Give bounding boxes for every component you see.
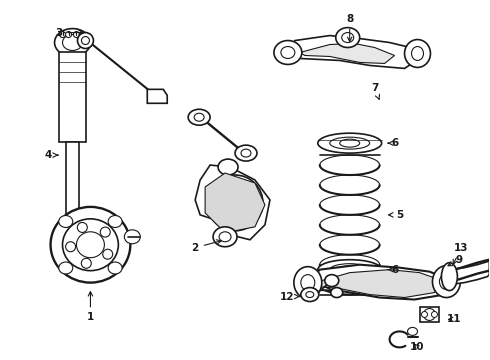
Ellipse shape: [79, 32, 85, 37]
Text: 7: 7: [371, 84, 379, 99]
Ellipse shape: [301, 288, 319, 302]
Text: 8: 8: [346, 14, 353, 41]
Ellipse shape: [81, 37, 90, 45]
Bar: [419, 306, 440, 323]
Ellipse shape: [432, 311, 438, 318]
Bar: [66, 142, 79, 227]
Ellipse shape: [213, 227, 237, 247]
Ellipse shape: [318, 260, 382, 280]
Ellipse shape: [408, 328, 417, 336]
Ellipse shape: [63, 35, 82, 50]
Ellipse shape: [405, 40, 431, 67]
Polygon shape: [205, 173, 265, 233]
Ellipse shape: [330, 264, 369, 276]
Text: 3: 3: [55, 28, 83, 37]
Ellipse shape: [108, 262, 122, 274]
Ellipse shape: [412, 46, 423, 60]
Ellipse shape: [274, 41, 302, 64]
Ellipse shape: [65, 231, 80, 243]
Ellipse shape: [219, 232, 231, 242]
Ellipse shape: [440, 274, 453, 289]
Polygon shape: [300, 44, 394, 63]
Ellipse shape: [207, 175, 263, 231]
Ellipse shape: [124, 230, 140, 244]
Ellipse shape: [59, 216, 73, 228]
Ellipse shape: [76, 232, 104, 258]
Ellipse shape: [423, 309, 436, 320]
Ellipse shape: [66, 32, 72, 37]
Ellipse shape: [54, 28, 91, 57]
Ellipse shape: [306, 292, 314, 298]
Ellipse shape: [218, 159, 238, 175]
Ellipse shape: [331, 288, 343, 298]
Ellipse shape: [294, 267, 322, 298]
Ellipse shape: [100, 227, 110, 237]
Text: 2: 2: [192, 240, 221, 253]
Text: 6: 6: [388, 138, 398, 148]
Ellipse shape: [340, 139, 360, 147]
Ellipse shape: [241, 149, 251, 157]
Bar: [58, 53, 86, 142]
Ellipse shape: [325, 275, 339, 287]
Ellipse shape: [63, 219, 119, 271]
Text: 11: 11: [447, 314, 462, 324]
Text: 5: 5: [389, 210, 403, 220]
Ellipse shape: [66, 242, 75, 252]
Polygon shape: [305, 265, 449, 300]
Ellipse shape: [441, 263, 457, 291]
Ellipse shape: [77, 222, 87, 233]
Ellipse shape: [77, 32, 94, 49]
Ellipse shape: [194, 113, 204, 121]
Ellipse shape: [342, 32, 354, 42]
Ellipse shape: [103, 249, 113, 259]
Ellipse shape: [301, 275, 315, 291]
Polygon shape: [449, 260, 490, 285]
Text: 1: 1: [87, 292, 94, 323]
Ellipse shape: [336, 28, 360, 48]
Polygon shape: [147, 89, 167, 103]
Ellipse shape: [56, 225, 89, 249]
Text: 4: 4: [45, 150, 58, 160]
Ellipse shape: [318, 133, 382, 153]
Ellipse shape: [74, 32, 79, 37]
Text: 10: 10: [410, 342, 425, 352]
Polygon shape: [195, 165, 270, 240]
Text: 6: 6: [388, 265, 398, 275]
Ellipse shape: [281, 46, 295, 58]
Ellipse shape: [421, 311, 427, 318]
Ellipse shape: [433, 266, 461, 298]
Polygon shape: [58, 232, 86, 247]
Ellipse shape: [59, 32, 66, 37]
Ellipse shape: [235, 145, 257, 161]
Polygon shape: [285, 36, 419, 68]
Text: 12: 12: [280, 292, 300, 302]
Ellipse shape: [188, 109, 210, 125]
Ellipse shape: [81, 258, 91, 268]
Text: 13: 13: [453, 243, 468, 264]
Text: 9: 9: [448, 255, 463, 266]
Ellipse shape: [340, 266, 360, 274]
Ellipse shape: [59, 262, 73, 274]
Ellipse shape: [108, 216, 122, 228]
Ellipse shape: [330, 137, 369, 149]
Polygon shape: [315, 270, 440, 298]
Ellipse shape: [219, 187, 251, 219]
Ellipse shape: [50, 207, 130, 283]
